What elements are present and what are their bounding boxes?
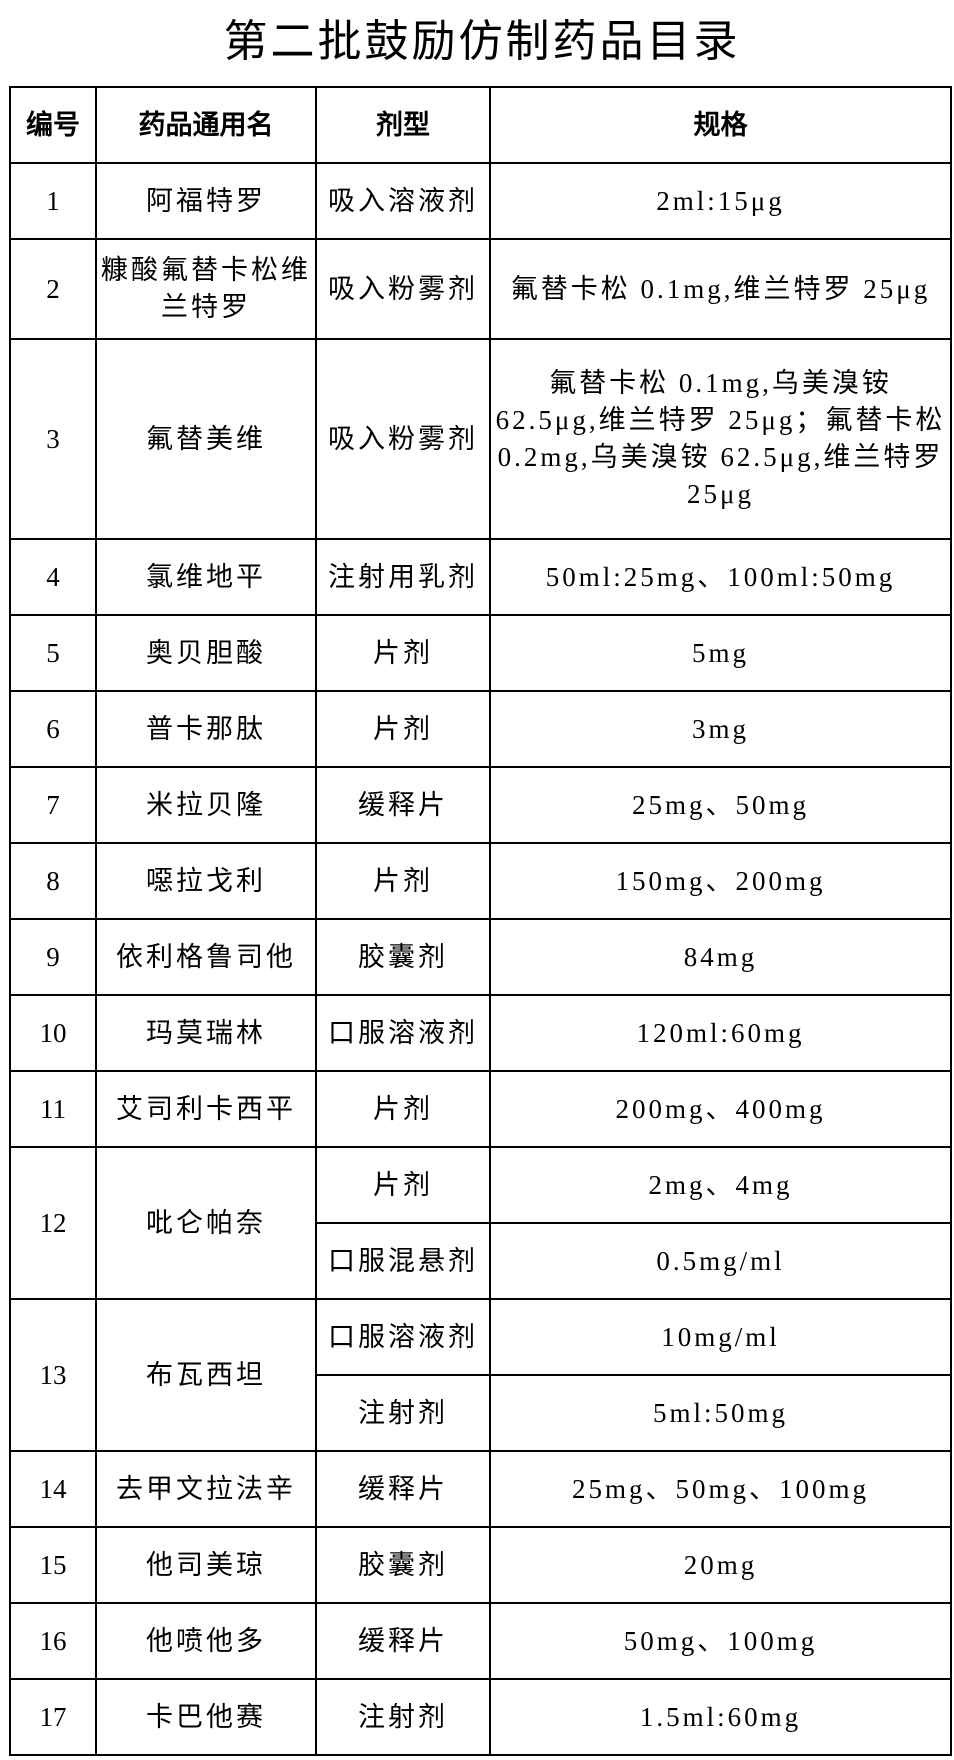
- table-row: 12 吡仑帕奈 片剂 2mg、4mg: [9, 1146, 952, 1300]
- specification: 200mg、400mg: [489, 1070, 952, 1148]
- table-row: 10 玛莫瑞林 口服溶液剂 120ml:60mg: [9, 994, 952, 1072]
- dosage-form: 片剂: [315, 1146, 491, 1224]
- table-row: 15 他司美琼 胶囊剂 20mg: [9, 1526, 952, 1604]
- specification: 20mg: [489, 1526, 952, 1604]
- row-number: 8: [9, 842, 97, 920]
- header-number: 编号: [9, 86, 97, 164]
- specification: 120ml:60mg: [489, 994, 952, 1072]
- row-number: 2: [9, 238, 97, 340]
- specification: 10mg/ml: [489, 1298, 952, 1376]
- specification: 5ml:50mg: [489, 1374, 952, 1452]
- table-row: 14 去甲文拉法辛 缓释片 25mg、50mg、100mg: [9, 1450, 952, 1528]
- dosage-form: 胶囊剂: [315, 918, 491, 996]
- row-number: 3: [9, 338, 97, 540]
- drug-catalog-table: 编号 药品通用名 剂型 规格 1 阿福特罗 吸入溶液剂 2ml:15μg 2 糠酸氟替卡松…: [9, 86, 952, 1756]
- dosage-form: 片剂: [315, 614, 491, 692]
- dosage-form: 口服溶液剂: [315, 994, 491, 1072]
- drug-name: 普卡那肽: [95, 690, 317, 768]
- specification: 氟替卡松 0.1mg,乌美溴铵 62.5μg,维兰特罗 25μg；氟替卡松 0.…: [489, 338, 952, 540]
- drug-name: 他司美琼: [95, 1526, 317, 1604]
- dosage-form: 缓释片: [315, 1602, 491, 1680]
- row-number: 7: [9, 766, 97, 844]
- drug-name: 布瓦西坦: [95, 1298, 317, 1452]
- row-number: 4: [9, 538, 97, 616]
- table-row: 4 氯维地平 注射用乳剂 50ml:25mg、100ml:50mg: [9, 538, 952, 616]
- drug-name: 噁拉戈利: [95, 842, 317, 920]
- specification: 150mg、200mg: [489, 842, 952, 920]
- dosage-form: 片剂: [315, 1070, 491, 1148]
- row-number: 13: [9, 1298, 97, 1452]
- drug-name: 氟替美维: [95, 338, 317, 540]
- row-number: 12: [9, 1146, 97, 1300]
- drug-name: 去甲文拉法辛: [95, 1450, 317, 1528]
- row-number: 5: [9, 614, 97, 692]
- row-number: 14: [9, 1450, 97, 1528]
- table-row: 11 艾司利卡西平 片剂 200mg、400mg: [9, 1070, 952, 1148]
- row-number: 1: [9, 162, 97, 240]
- dosage-form: 片剂: [315, 842, 491, 920]
- row-number: 11: [9, 1070, 97, 1148]
- table-row: 注射剂 5ml:50mg: [10, 1374, 952, 1452]
- table-row: 8 噁拉戈利 片剂 150mg、200mg: [9, 842, 952, 920]
- row-number: 10: [9, 994, 97, 1072]
- specification: 50mg、100mg: [489, 1602, 952, 1680]
- drug-name: 吡仑帕奈: [95, 1146, 317, 1300]
- dosage-form: 片剂: [315, 690, 491, 768]
- table-row: 17 卡巴他赛 注射剂 1.5ml:60mg: [9, 1678, 952, 1756]
- dosage-form: 胶囊剂: [315, 1526, 491, 1604]
- drug-name: 米拉贝隆: [95, 766, 317, 844]
- row-number: 15: [9, 1526, 97, 1604]
- specification: 25mg、50mg、100mg: [489, 1450, 952, 1528]
- drug-name: 氯维地平: [95, 538, 317, 616]
- dosage-form: 口服溶液剂: [315, 1298, 491, 1376]
- drug-name: 阿福特罗: [95, 162, 317, 240]
- header-drug-name: 药品通用名: [95, 86, 317, 164]
- dosage-form: 注射剂: [315, 1374, 491, 1452]
- dosage-form: 缓释片: [315, 766, 491, 844]
- dosage-form: 吸入溶液剂: [315, 162, 491, 240]
- table-row: 7 米拉贝隆 缓释片 25mg、50mg: [9, 766, 952, 844]
- drug-name: 奥贝胆酸: [95, 614, 317, 692]
- specification: 2mg、4mg: [489, 1146, 952, 1224]
- specification: 3mg: [489, 690, 952, 768]
- table-row: 6 普卡那肽 片剂 3mg: [9, 690, 952, 768]
- row-number: 16: [9, 1602, 97, 1680]
- header-specification: 规格: [489, 86, 952, 164]
- drug-name: 玛莫瑞林: [95, 994, 317, 1072]
- dosage-form: 缓释片: [315, 1450, 491, 1528]
- specification: 50ml:25mg、100ml:50mg: [489, 538, 952, 616]
- drug-name: 艾司利卡西平: [95, 1070, 317, 1148]
- specification: 5mg: [489, 614, 952, 692]
- table-row: 9 依利格鲁司他 胶囊剂 84mg: [9, 918, 952, 996]
- drug-name: 依利格鲁司他: [95, 918, 317, 996]
- header-dosage-form: 剂型: [315, 86, 491, 164]
- drug-name: 卡巴他赛: [95, 1678, 317, 1756]
- table-row: 5 奥贝胆酸 片剂 5mg: [9, 614, 952, 692]
- row-number: 9: [9, 918, 97, 996]
- drug-name: 糠酸氟替卡松维兰特罗: [95, 238, 317, 340]
- specification: 84mg: [489, 918, 952, 996]
- table-row: 3 氟替美维 吸入粉雾剂 氟替卡松 0.1mg,乌美溴铵 62.5μg,维兰特罗 25…: [9, 338, 952, 540]
- specification: 氟替卡松 0.1mg,维兰特罗 25μg: [489, 238, 952, 340]
- dosage-form: 吸入粉雾剂: [315, 338, 491, 540]
- specification: 25mg、50mg: [489, 766, 952, 844]
- row-number: 6: [9, 690, 97, 768]
- dosage-form: 口服混悬剂: [315, 1222, 491, 1300]
- table-row: 1 阿福特罗 吸入溶液剂 2ml:15μg: [9, 162, 952, 240]
- specification: 1.5ml:60mg: [489, 1678, 952, 1756]
- specification: 2ml:15μg: [489, 162, 952, 240]
- specification: 0.5mg/ml: [489, 1222, 952, 1300]
- table-row: 13 布瓦西坦 口服溶液剂 10mg/ml: [9, 1298, 952, 1452]
- drug-name: 他喷他多: [95, 1602, 317, 1680]
- dosage-form: 吸入粉雾剂: [315, 238, 491, 340]
- document-title: 第二批鼓励仿制药品目录: [223, 17, 741, 66]
- table-row: 2 糠酸氟替卡松维兰特罗 吸入粉雾剂 氟替卡松 0.1mg,维兰特罗 25μg: [9, 238, 952, 340]
- table-row: 16 他喷他多 缓释片 50mg、100mg: [9, 1602, 952, 1680]
- dosage-form: 注射剂: [315, 1678, 491, 1756]
- table-row: 口服混悬剂 0.5mg/ml: [10, 1222, 952, 1300]
- row-number: 17: [9, 1678, 97, 1756]
- dosage-form: 注射用乳剂: [315, 538, 491, 616]
- table-header-row: 编号 药品通用名 剂型 规格: [9, 86, 952, 164]
